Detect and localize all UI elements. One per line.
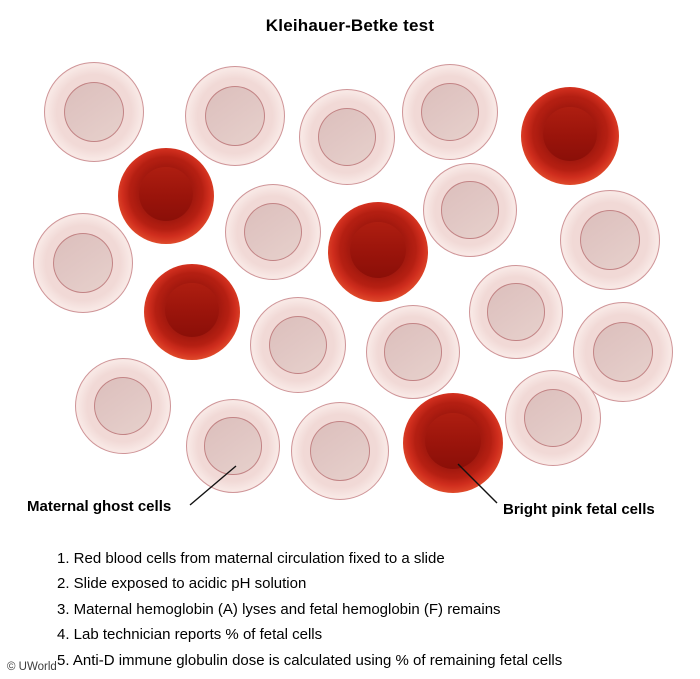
copyright-watermark: © UWorld [7, 661, 57, 673]
ghost-cell-core [384, 323, 442, 381]
fetal-cell-core [139, 167, 193, 221]
ghost-cell [185, 66, 285, 166]
ghost-cell-core [592, 321, 654, 383]
ghost-cell [291, 402, 389, 500]
fetal-cell-core [350, 222, 406, 278]
fetal-cell-core [165, 283, 219, 337]
ghost-cell-core [52, 232, 114, 294]
maternal-ghost-cells-label: Maternal ghost cells [27, 498, 172, 515]
ghost-cell [186, 399, 280, 493]
ghost-cell-core [310, 421, 370, 481]
ghost-cell-core [523, 388, 583, 448]
step-2: 2. Slide exposed to acidic pH solution [57, 575, 307, 593]
blood-smear-field [33, 62, 673, 500]
step-5: 5. Anti-D immune globulin dose is calcul… [57, 651, 563, 669]
ghost-cell-core [487, 283, 545, 341]
fetal-cell-core [542, 106, 598, 162]
fetal-cells-label: Bright pink fetal cells [503, 501, 655, 518]
ghost-cell-core [579, 209, 641, 271]
fetal-cell [144, 264, 240, 360]
ghost-cell [225, 184, 321, 280]
fetal-cell [328, 202, 428, 302]
ghost-cell-core [204, 85, 266, 147]
ghost-cell-core [317, 107, 377, 167]
step-1: 1. Red blood cells from maternal circula… [57, 550, 445, 567]
ghost-cell [366, 305, 460, 399]
ghost-cell [505, 370, 601, 466]
ghost-cell [44, 62, 144, 162]
ghost-cell [250, 297, 346, 393]
ghost-cell [402, 64, 498, 160]
ghost-cell [299, 89, 395, 185]
ghost-cell [33, 213, 133, 313]
page-title: Kleihauer-Betke test [265, 16, 435, 35]
fetal-cell [118, 148, 214, 244]
ghost-cell [423, 163, 517, 257]
ghost-cell-core [204, 417, 262, 475]
ghost-cell [573, 302, 673, 402]
ghost-cell [469, 265, 563, 359]
fetal-cell-core [425, 413, 481, 469]
ghost-cell-core [420, 82, 480, 142]
step-4: 4. Lab technician reports % of fetal cel… [57, 626, 323, 644]
fetal-cell [403, 393, 503, 493]
ghost-cell-core [63, 81, 125, 143]
ghost-cell [75, 358, 171, 454]
procedure-steps: 1. Red blood cells from maternal circula… [57, 546, 562, 673]
fetal-cell [521, 87, 619, 185]
ghost-cell-core [93, 376, 153, 436]
ghost-cell-core [268, 315, 328, 375]
ghost-cell-core [441, 181, 499, 239]
ghost-cell [560, 190, 660, 290]
ghost-cell-core [243, 202, 303, 262]
step-3: 3. Maternal hemoglobin (A) lyses and fet… [57, 600, 501, 618]
